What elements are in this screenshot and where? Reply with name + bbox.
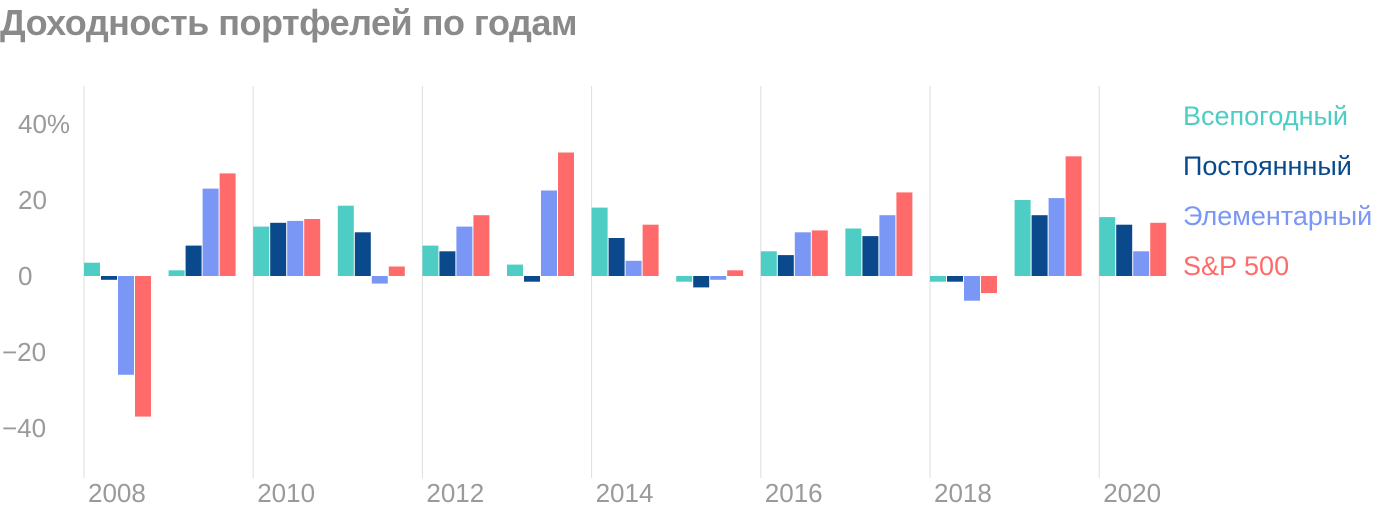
bar-2011-series-3 — [388, 266, 405, 276]
bar-2019-series-2 — [1048, 198, 1065, 276]
bar-series — [84, 152, 1167, 417]
bar-2010-series-1 — [270, 222, 287, 276]
bar-2011-series-1 — [354, 232, 371, 276]
bar-2016-series-1 — [777, 255, 794, 276]
bar-2012-series-1 — [439, 251, 456, 276]
bar-2012-series-2 — [456, 226, 473, 276]
bar-2010-series-3 — [304, 219, 321, 276]
bar-2020-series-2 — [1133, 251, 1150, 276]
bar-2014-series-1 — [608, 238, 625, 276]
bar-2015-series-1 — [693, 276, 710, 288]
x-tick-label: 2020 — [1103, 478, 1161, 508]
bar-2013-series-0 — [507, 264, 523, 276]
y-tick-label: 0 — [18, 261, 32, 291]
bar-2014-series-0 — [591, 207, 608, 276]
x-tick-label: 2016 — [765, 478, 823, 508]
legend: Всепогодный Постояннный Элементарный S&P 50… — [1183, 101, 1372, 281]
bar-2019-series-0 — [1014, 200, 1031, 276]
bar-2013-series-2 — [541, 190, 557, 276]
legend-item: Постояннный — [1183, 151, 1352, 181]
bar-2019-series-3 — [1065, 156, 1082, 276]
legend-item: Элементарный — [1183, 201, 1372, 231]
bar-2008-series-0 — [84, 262, 100, 276]
chart-title: Доходность портфелей по годам — [0, 2, 577, 43]
bar-2016-series-0 — [760, 251, 777, 276]
bar-2009-series-2 — [202, 188, 219, 276]
legend-item: Всепогодный — [1183, 101, 1348, 131]
year-separators — [83, 86, 1100, 478]
bar-2018-series-3 — [981, 276, 997, 294]
legend-item: S&P 500 — [1183, 251, 1289, 281]
bar-2008-series-3 — [135, 276, 151, 417]
bar-2017-series-2 — [879, 215, 896, 276]
bar-2009-series-1 — [185, 245, 202, 276]
bar-2015-series-0 — [676, 276, 693, 282]
x-tick-label: 2008 — [88, 478, 146, 508]
bar-2020-series-3 — [1150, 222, 1167, 276]
bar-2018-series-2 — [964, 276, 980, 301]
y-tick-label: −40 — [2, 413, 46, 443]
bar-2012-series-0 — [422, 245, 439, 276]
bar-2012-series-3 — [473, 215, 490, 276]
bar-2015-series-2 — [710, 276, 727, 280]
x-tick-label: 2010 — [257, 478, 315, 508]
bar-2014-series-3 — [642, 224, 659, 276]
bar-2009-series-3 — [219, 173, 236, 276]
y-tick-label: −20 — [2, 337, 46, 367]
bar-2016-series-3 — [811, 230, 828, 276]
x-axis: 2008 2010 2012 2014 2016 2018 2020 — [88, 478, 1161, 508]
bar-2008-series-2 — [118, 276, 134, 375]
bar-2018-series-0 — [930, 276, 946, 282]
bar-2010-series-0 — [253, 226, 270, 276]
x-tick-label: 2014 — [596, 478, 654, 508]
bar-2020-series-1 — [1116, 224, 1133, 276]
y-tick-label: 40% — [18, 109, 70, 139]
y-tick-label: 20 — [18, 185, 47, 215]
bar-2013-series-1 — [524, 276, 540, 282]
bar-2019-series-1 — [1031, 215, 1048, 276]
bar-2018-series-1 — [947, 276, 963, 282]
x-tick-label: 2018 — [934, 478, 992, 508]
bar-2017-series-0 — [845, 228, 862, 276]
x-tick-label: 2012 — [426, 478, 484, 508]
bar-2011-series-2 — [371, 276, 388, 284]
bar-2011-series-0 — [337, 205, 354, 276]
bar-2017-series-3 — [896, 192, 913, 276]
bar-2009-series-0 — [168, 270, 185, 276]
bar-2015-series-3 — [727, 270, 744, 276]
bar-2016-series-2 — [794, 232, 811, 276]
y-axis: 40% 20 0 −20 −40 — [2, 109, 70, 443]
bar-2010-series-2 — [287, 220, 304, 276]
bar-2020-series-0 — [1099, 217, 1116, 276]
bar-2017-series-1 — [862, 236, 879, 276]
bar-2008-series-1 — [101, 276, 117, 280]
bar-2013-series-3 — [558, 152, 574, 276]
bar-2014-series-2 — [625, 260, 642, 276]
